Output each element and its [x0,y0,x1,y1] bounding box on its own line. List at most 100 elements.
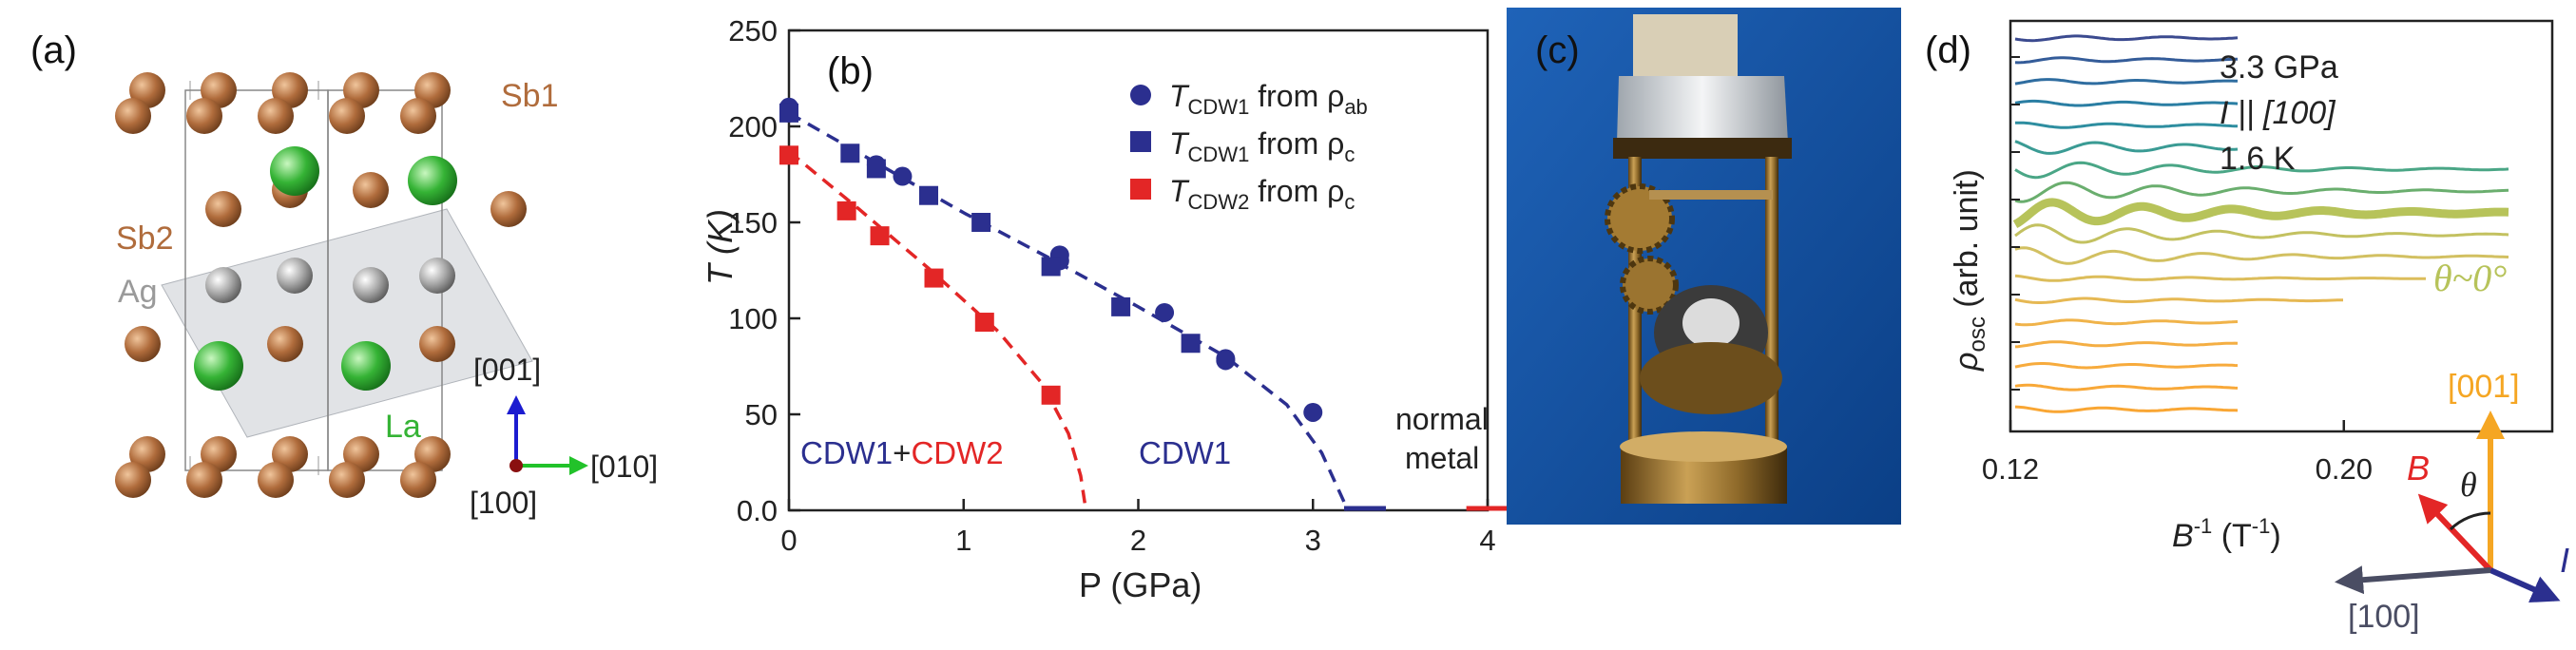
point-series-1 [971,213,991,232]
y-tick-label: 50 [745,398,778,431]
theta-zero-label: θ~0° [2433,257,2507,299]
region-cdw1-cdw2-label: CDW1+CDW2 [800,435,1004,470]
photo-sample-disc [1682,298,1740,348]
photo-base-top [1620,431,1787,462]
y-axis-ticks: 0.0 50 100 150 200 250 [728,14,800,527]
trace-17 [2014,405,2239,413]
osc-x-axis-title: B-1 (T-1) [2172,514,2281,554]
legend-marker-square-red [1130,179,1151,200]
y-tick-label: 0.0 [737,494,778,527]
field-b-arrow [2417,493,2493,573]
point-series-2 [870,226,890,246]
sb2-atom-6 [419,326,455,362]
trace-9 [2014,223,2509,244]
axis-100-dot [509,459,523,472]
trace-11 [2014,274,2426,282]
point-series-1 [1181,334,1201,354]
point-series-2 [924,268,944,288]
photo-cap-ring [1613,138,1792,159]
sb1-atom-bottom-front-3 [329,462,365,498]
sb1-atom-front-2 [258,98,294,134]
trace-13 [2014,318,2239,327]
ag-atom-1 [277,258,313,294]
sb1-atom-front-1 [186,98,222,134]
legend-0-main: T [1169,79,1190,113]
sb2-atom-0 [205,191,241,227]
legend-2-from: from ρ [1249,174,1344,208]
sb1-atom-front-4 [400,98,436,134]
sb2-label: Sb2 [116,220,174,257]
legend-marker-circle [1130,85,1151,105]
sb1-label: Sb1 [501,78,559,114]
phase-diagram-chart: (b) 0.0 50 100 150 200 250 0 1 2 3 4 T (K) P (GPa… [701,14,1507,604]
y-axis-title: T (K) [701,209,740,285]
legend-item-cdw1-rho-c: TCDW1 from ρc [1130,126,1355,166]
sb2-atom-2 [353,172,389,208]
legend-2-main: T [1169,174,1190,208]
la-atom-0 [270,146,319,196]
svg-text:TCDW1 from ρab: TCDW1 from ρab [1169,79,1368,119]
region-cdw2-part: CDW2 [911,435,1003,470]
region-normal-label: normal [1395,402,1489,436]
photo-lower-gear [1640,342,1782,414]
point-series-1 [1111,296,1131,316]
point-series-1 [840,143,860,163]
sb1-atom-bottom-front-0 [115,462,151,498]
axis-triad: [001] [010] [100] [470,353,658,520]
point-series-2 [836,201,856,220]
fit-curve-cdw1-boundary [788,111,1350,511]
ag-plane [161,208,533,438]
osc-x-tick-label: 0.12 [1982,452,2039,486]
photo-white-cap [1617,76,1788,143]
trace-16 [2014,383,2239,392]
legend-0-fromsub: ab [1344,95,1367,119]
point-series-2 [1041,385,1061,405]
point-series-0 [1155,302,1175,322]
trace-0 [2014,34,2239,43]
legend-item-cdw1-rho-ab: TCDW1 from ρab [1130,79,1368,119]
legend-1-fromsub: c [1344,143,1355,166]
sb2-atom-3 [490,191,527,227]
pressure-cell-photo: (c) [1507,8,1901,525]
trace-4 [2014,121,2239,129]
region-cdw1-label: CDW1 [1139,435,1231,470]
y-tick-label: 250 [728,14,778,48]
panel-d-label: (d) [1925,29,1971,71]
osc-y-axis-title: ρosc (arb. unit) [1949,169,1990,372]
point-series-1 [866,159,886,179]
axis-001-label: [001] [473,353,541,387]
ag-atom-0 [205,267,241,303]
la-atom-3 [341,341,391,391]
photo-right-rod [1765,157,1778,470]
x-tick-label: 4 [1479,524,1495,557]
photo-gear-middle [1620,256,1679,315]
ag-atom-2 [353,267,389,303]
point-series-0 [893,166,913,186]
theta-label: θ [2460,466,2477,504]
x-tick-label: 0 [780,524,797,557]
crystal-structure-figure: (a) Sb1 Sb2 Ag La [001] [010] [100] [30,29,658,520]
osc-x-tick-label: 0.20 [2316,452,2373,486]
trace-3 [2014,99,2239,107]
point-series-1 [1041,257,1061,277]
crystal-lattice [115,72,533,498]
orientation-inset: [001] B θ I [100] [2335,369,2569,635]
axis-100-label-d: [100] [2348,599,2420,635]
photo-gear-upper [1605,183,1675,254]
sb1-atom-bottom-front-4 [400,462,436,498]
la-atom-1 [408,156,457,205]
panel-b-phase-diagram: (b) 0.0 50 100 150 200 250 0 1 2 3 4 T (K) P (GPa… [694,0,1507,650]
point-series-2 [779,145,798,165]
info-current: I || [100] [2220,95,2336,131]
point-series-1 [779,103,798,123]
region-cdw1-part: CDW1 [800,435,893,470]
x-axis-ticks: 0 1 2 3 4 [780,499,1496,557]
field-b-label: B [2407,449,2430,488]
la-atom-2 [194,341,243,391]
sb1-atom-bottom-front-2 [258,462,294,498]
axis-010-label: [010] [590,449,658,484]
osc-x-ticks: 0.12 0.20 [1982,56,2373,486]
trace-5 [2014,140,2239,155]
sb2-atom-4 [125,326,161,362]
point-series-0 [1303,402,1323,422]
